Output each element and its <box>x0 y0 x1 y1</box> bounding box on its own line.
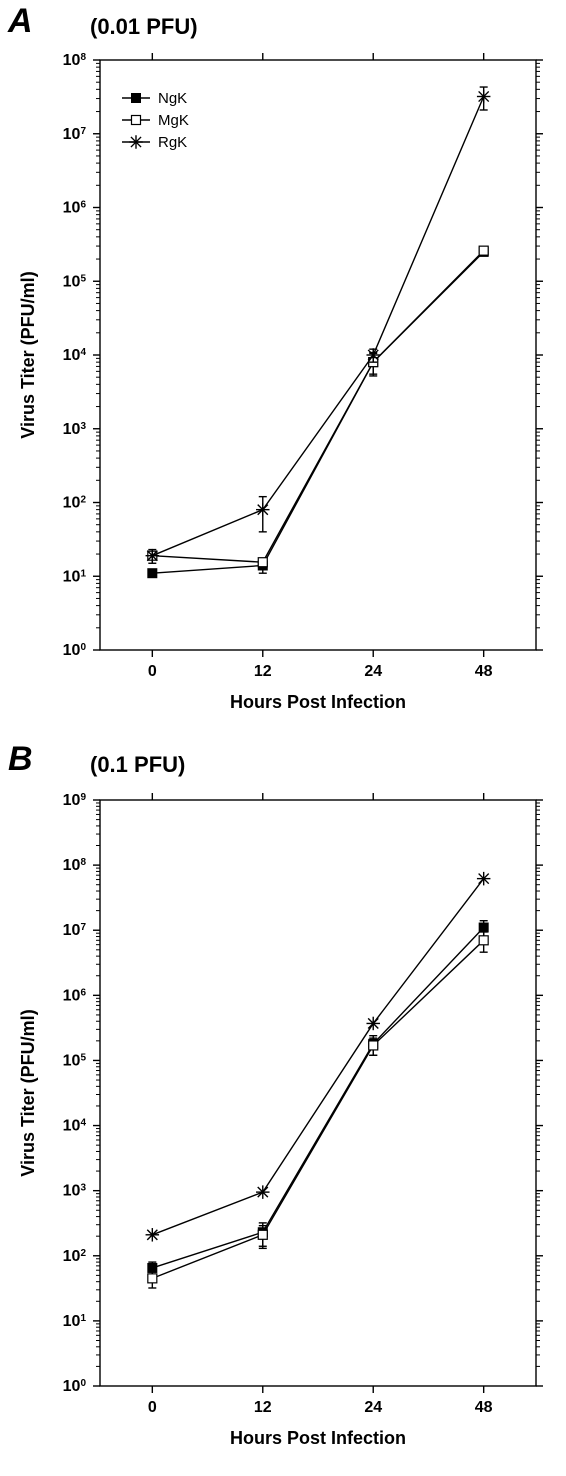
svg-text:105: 105 <box>63 1052 87 1070</box>
panel-B-chart: 100 101 102 103 104 105 106 107 108 109 0 12 24 48 Vir… <box>0 740 566 1476</box>
panel-B-label: B <box>8 740 33 779</box>
svg-text:107: 107 <box>63 922 87 940</box>
svg-text:104: 104 <box>63 1117 87 1135</box>
svg-text:RgK: RgK <box>158 134 187 151</box>
svg-text:Hours Post Infection: Hours Post Infection <box>230 692 406 712</box>
panel-A: A (0.01 PFU) 100 101 102 103 104 105 106 107 108… <box>0 0 566 740</box>
svg-text:107: 107 <box>63 125 87 143</box>
svg-text:24: 24 <box>364 663 382 680</box>
svg-text:24: 24 <box>364 1399 382 1416</box>
panel-B: B (0.1 PFU) 1001011021031041051061071081… <box>0 740 566 1476</box>
svg-text:103: 103 <box>63 1182 87 1200</box>
panel-A-chart: 100 101 102 103 104 105 106 107 108 0 12 24 48 Virus … <box>0 0 566 740</box>
panel-B-subtitle: (0.1 PFU) <box>90 752 185 778</box>
svg-text:MgK: MgK <box>158 112 189 129</box>
svg-text:105: 105 <box>63 273 87 291</box>
svg-text:101: 101 <box>63 568 87 586</box>
svg-text:102: 102 <box>63 1247 87 1265</box>
svg-text:Virus Titer (PFU/ml): Virus Titer (PFU/ml) <box>18 271 38 438</box>
panel-A-label: A <box>8 2 33 41</box>
svg-text:48: 48 <box>475 663 493 680</box>
svg-text:108: 108 <box>63 52 87 70</box>
svg-text:12: 12 <box>254 663 272 680</box>
svg-text:106: 106 <box>63 987 87 1005</box>
svg-text:104: 104 <box>63 347 87 365</box>
figure-container: A (0.01 PFU) 100 101 102 103 104 105 106 107 108… <box>0 0 566 1476</box>
svg-text:102: 102 <box>63 494 87 512</box>
svg-text:48: 48 <box>475 1399 493 1416</box>
svg-text:101: 101 <box>63 1312 87 1330</box>
svg-text:108: 108 <box>63 857 87 875</box>
svg-text:103: 103 <box>63 420 87 438</box>
svg-text:0: 0 <box>148 663 157 680</box>
svg-text:Hours Post Infection: Hours Post Infection <box>230 1428 406 1448</box>
svg-text:100: 100 <box>63 1378 87 1396</box>
svg-text:12: 12 <box>254 1399 272 1416</box>
svg-text:NgK: NgK <box>158 90 187 107</box>
svg-text:100: 100 <box>63 642 87 660</box>
svg-text:Virus Titer (PFU/ml): Virus Titer (PFU/ml) <box>18 1009 38 1176</box>
svg-text:0: 0 <box>148 1399 157 1416</box>
panel-A-subtitle: (0.01 PFU) <box>90 14 198 40</box>
svg-text:109: 109 <box>63 792 87 810</box>
svg-text:106: 106 <box>63 199 87 217</box>
